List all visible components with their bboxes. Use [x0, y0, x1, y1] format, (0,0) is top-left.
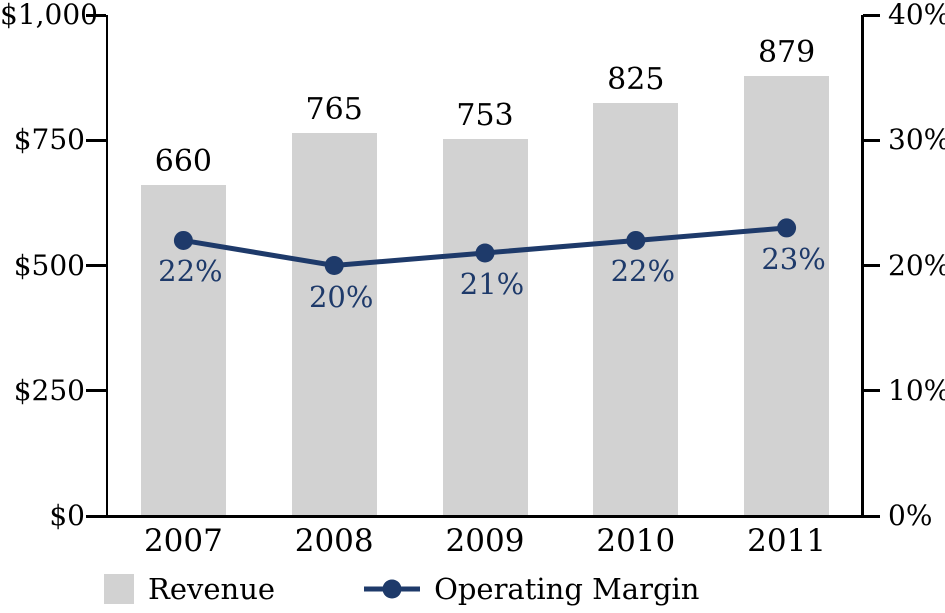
right-axis-tick — [863, 514, 880, 518]
left-axis-tick-label: $250 — [13, 373, 85, 407]
operating-margin-legend-swatch — [364, 579, 421, 599]
left-axis-tick — [86, 514, 106, 518]
revenue-value-label: 753 — [456, 97, 514, 133]
left-axis-line — [105, 15, 108, 516]
left-axis-tick — [86, 264, 106, 267]
right-axis-tick-label: 10% — [888, 373, 945, 407]
revenue-value-label: 660 — [154, 144, 213, 180]
revenue-value-label: 879 — [757, 34, 816, 70]
right-axis-tick-label: 30% — [888, 123, 945, 157]
right-axis-tick — [863, 13, 880, 17]
right-axis-tick-label: 0% — [888, 499, 933, 532]
revenue-value-label: 825 — [607, 61, 665, 97]
x-axis-label-2010: 2010 — [596, 523, 676, 559]
operating-margin-value-label: 23% — [761, 241, 826, 276]
revenue-value-label: 765 — [305, 91, 363, 127]
revenue-legend-swatch — [104, 574, 134, 604]
x-axis-label-2008: 2008 — [294, 523, 374, 559]
revenue-bar-2009 — [442, 138, 528, 516]
bottom-axis-line — [105, 514, 864, 518]
operating-margin-value-label: 22% — [158, 254, 223, 289]
revenue-bar-2008 — [291, 132, 377, 516]
revenue-bar-2007 — [140, 185, 226, 516]
left-axis-tick-label: $1,000 — [0, 0, 98, 31]
left-axis-tick — [86, 138, 106, 142]
revenue-bar-2011 — [744, 75, 830, 516]
right-axis-tick — [863, 138, 880, 142]
left-axis-tick — [86, 13, 106, 17]
legend-label-revenue: Revenue — [148, 572, 276, 606]
right-axis-tick-label: 40% — [888, 0, 945, 31]
x-axis-label-2009: 2009 — [445, 523, 525, 559]
left-axis-tick — [86, 389, 106, 393]
left-axis-tick-label: $500 — [13, 248, 85, 282]
left-axis-tick-label: $0 — [49, 499, 85, 532]
operating-margin-value-label: 21% — [459, 266, 525, 301]
right-axis-tick — [863, 264, 880, 267]
x-axis-label-2007: 2007 — [143, 523, 223, 559]
left-axis-tick-label: $750 — [13, 123, 85, 157]
operating-margin-value-label: 20% — [308, 279, 374, 314]
revenue-bar-2010 — [593, 102, 679, 516]
right-axis-tick — [863, 389, 880, 393]
legend-label-operating-margin: Operating Margin — [434, 572, 700, 606]
x-axis-label-2011: 2011 — [747, 523, 827, 559]
operating-margin-value-label: 22% — [610, 254, 676, 289]
chart-legend: Revenue Operating Margin — [104, 572, 699, 606]
right-axis-tick-label: 20% — [888, 248, 945, 282]
right-axis-line — [861, 15, 864, 516]
